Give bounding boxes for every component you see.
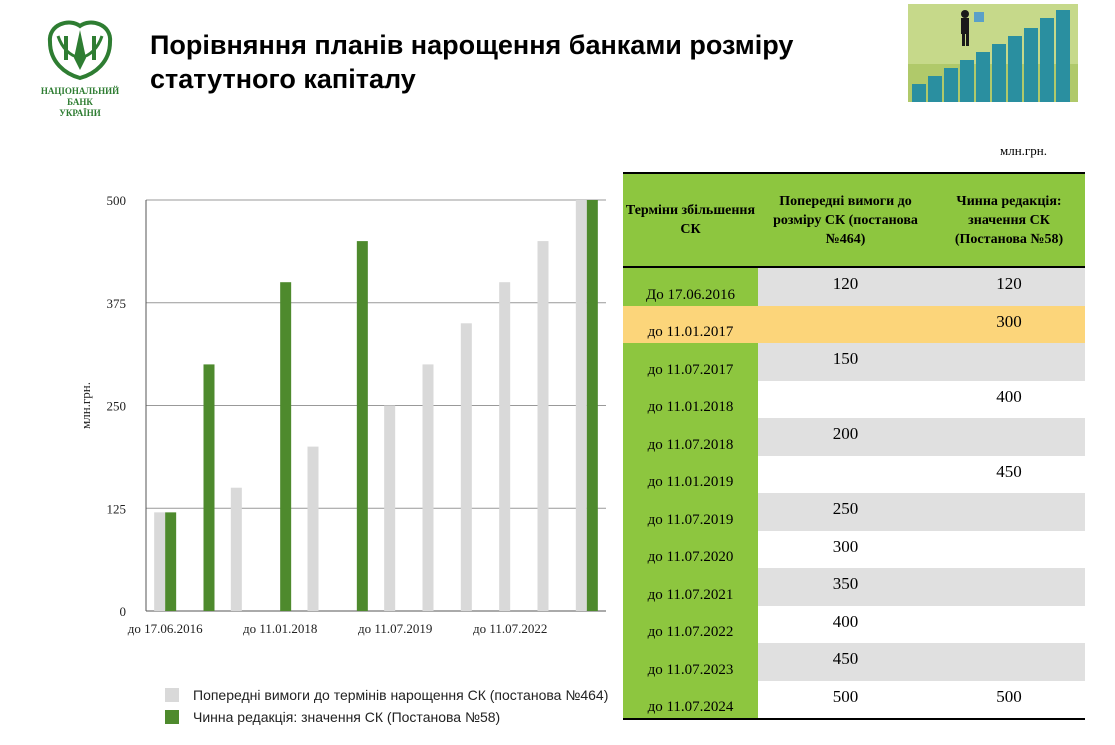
y-axis-label: млн.грн. (78, 382, 93, 429)
table-row: до 11.07.2024 500 500 (623, 680, 1085, 718)
cell-current: 300 (933, 305, 1085, 343)
cell-previous: 350 (758, 568, 933, 606)
cell-term: до 11.01.2019 (623, 455, 758, 493)
page-title-line-2: статутного капіталу (150, 64, 416, 94)
cell-current (933, 493, 1085, 531)
cell-current (933, 643, 1085, 681)
legend-swatch-grey (165, 688, 179, 702)
cell-term: До 17.06.2016 (623, 268, 758, 306)
y-tick-label: 0 (120, 604, 127, 619)
bar-previous (384, 405, 396, 611)
page-title-line-1: Порівняння планів нарощення банками розм… (150, 30, 794, 60)
table-row: до 11.01.2018 400 (623, 380, 1085, 419)
bar-current (280, 282, 292, 611)
unit-label: млн.грн. (1000, 143, 1047, 158)
x-tick-label: до 11.07.2022 (473, 621, 547, 636)
bar-current (586, 200, 598, 611)
x-tick-label: до 11.01.2018 (243, 621, 317, 636)
cell-current (933, 418, 1085, 456)
cell-previous: 250 (758, 493, 933, 531)
legend-label-previous: Попередні вимоги до термінів нарощення С… (193, 687, 609, 703)
growth-stairs-illustration (908, 4, 1078, 102)
table-row: до 11.07.2017 150 (623, 343, 1085, 381)
bar-current (165, 512, 177, 611)
y-tick-label: 500 (107, 193, 127, 208)
x-tick-label: до 17.06.2016 (128, 621, 203, 636)
cell-previous (758, 456, 933, 494)
cell-previous: 500 (832, 686, 859, 706)
table-row: до 11.01.2017 300 (623, 305, 1085, 343)
cell-previous: 300 (832, 536, 859, 556)
y-tick-label: 250 (107, 399, 127, 414)
y-tick-label: 375 (107, 296, 127, 311)
cell-term: до 11.07.2021 (623, 568, 758, 606)
cell-term: до 11.01.2018 (623, 380, 758, 418)
header-previous: Попередні вимоги до розміру СК (постанов… (773, 193, 918, 247)
cell-term: до 11.07.2023 (623, 643, 758, 681)
cell-previous: 450 (758, 643, 933, 681)
cell-current (933, 606, 1085, 644)
legend-label-current: Чинна редакція: значення СК (Постанова №… (193, 709, 501, 725)
bar-previous (154, 512, 166, 611)
legend-swatch-green (165, 710, 179, 724)
y-tick-label: 125 (107, 501, 127, 516)
bar-previous (575, 200, 587, 611)
cell-current (933, 531, 1085, 569)
table-row: до 11.01.2019 450 (623, 455, 1085, 494)
x-tick-label: до 11.07.2019 (358, 621, 432, 636)
cell-previous (758, 381, 933, 419)
bar-previous (422, 364, 434, 611)
cell-term: до 11.07.2019 (623, 493, 758, 531)
cell-term: до 11.01.2017 (623, 305, 758, 343)
bar-previous (307, 446, 319, 611)
nbu-logo: НАЦІОНАЛЬНИЙ БАНК УКРАЇНИ (30, 12, 130, 122)
cell-previous: 200 (758, 418, 933, 456)
table-row: До 17.06.2016 120 120 (623, 268, 1085, 306)
table-header: Терміни збільшення СК Попередні вимоги д… (623, 172, 1085, 268)
table-row: до 11.07.2022 400 (623, 605, 1085, 644)
cell-current (933, 568, 1085, 606)
cell-current: 120 (933, 268, 1085, 306)
bar-previous (230, 487, 242, 611)
table-row: до 11.07.2023 450 (623, 643, 1085, 681)
header-term: Терміни збільшення СК (625, 203, 756, 237)
logo-line-2: БАНК (67, 97, 93, 107)
chart-legend: Попередні вимоги до термінів нарощення С… (165, 684, 608, 728)
page-title: Порівняння планів нарощення банками розм… (150, 28, 870, 96)
logo-line-1: НАЦІОНАЛЬНИЙ (40, 86, 120, 96)
table-row: до 11.07.2021 350 (623, 568, 1085, 606)
cell-previous: 150 (758, 343, 933, 381)
table-row: до 11.07.2020 300 (623, 530, 1085, 569)
table-row: до 11.07.2019 250 (623, 493, 1085, 531)
bar-previous (460, 323, 472, 611)
logo-caption: НАЦІОНАЛЬНИЙ БАНК УКРАЇНИ (30, 86, 130, 119)
header-current: Чинна редакція: значення СК (Постанова №… (954, 193, 1064, 247)
cell-term: до 11.07.2020 (623, 530, 758, 568)
cell-term: до 11.07.2024 (623, 680, 758, 718)
legend-item-previous: Попередні вимоги до термінів нарощення С… (165, 684, 608, 706)
table-body: До 17.06.2016 120 120 до 11.01.2017 300 до 11… (623, 268, 1085, 718)
cell-term: до 11.07.2018 (623, 418, 758, 456)
bar-previous (499, 282, 511, 611)
bar-current (203, 364, 215, 611)
cell-current: 400 (996, 386, 1022, 406)
cell-current: 500 (996, 686, 1022, 706)
table-row: до 11.07.2018 200 (623, 418, 1085, 456)
cell-previous: 120 (758, 268, 933, 306)
bar-current (356, 241, 368, 611)
cell-term: до 11.07.2022 (623, 605, 758, 643)
bar-chart: 0 125 250 375 500 млн.грн. до 17.06.2016 до 11.… (78, 193, 606, 636)
cell-previous (758, 305, 933, 343)
table-bottom-rule (623, 718, 1085, 720)
legend-item-current: Чинна редакція: значення СК (Постанова №… (165, 706, 608, 728)
cell-previous: 400 (832, 611, 859, 631)
logo-line-3: УКРАЇНИ (59, 108, 101, 118)
capital-requirements-table: Терміни збільшення СК Попередні вимоги д… (623, 172, 1085, 720)
cell-current (933, 343, 1085, 381)
nbu-emblem-icon (47, 20, 113, 81)
cell-current: 450 (996, 461, 1022, 481)
cell-term: до 11.07.2017 (623, 343, 758, 381)
bar-previous (537, 241, 549, 611)
